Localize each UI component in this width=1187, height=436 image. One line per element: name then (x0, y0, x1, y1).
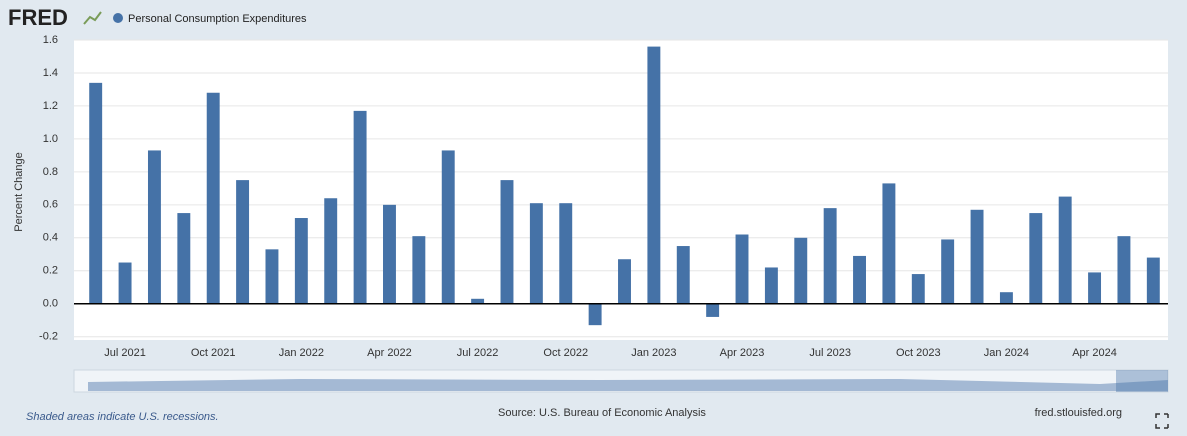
bar (236, 180, 250, 304)
bar (206, 92, 220, 304)
source: Source: U.S. Bureau of Economic Analysis (498, 407, 706, 419)
y-tick-label: 1.0 (43, 133, 58, 145)
bar (471, 298, 485, 304)
y-tick-label: 0.4 (43, 232, 58, 244)
bar (941, 239, 955, 304)
site: fred.stlouisfed.org (1035, 407, 1122, 419)
bar (500, 180, 514, 304)
bar (147, 150, 161, 304)
x-tick-label: Jul 2023 (809, 347, 851, 359)
logo: FRED (8, 5, 68, 30)
bar (618, 259, 631, 304)
bar (177, 213, 191, 304)
bar (1088, 272, 1102, 304)
y-tick-label: 0.2 (43, 265, 58, 277)
x-tick-label: Jul 2022 (457, 347, 499, 359)
bar (324, 198, 338, 304)
fullscreen-button[interactable] (1155, 413, 1169, 429)
logo-icon (83, 11, 102, 25)
bar (970, 209, 984, 304)
y-tick-label: 1.2 (43, 100, 58, 112)
x-tick-label: Apr 2023 (720, 347, 765, 359)
bar (118, 262, 132, 304)
x-tick-label: Oct 2022 (543, 347, 588, 359)
x-tick-label: Jan 2022 (279, 347, 324, 359)
bar (529, 203, 543, 304)
y-tick-label: 1.4 (43, 67, 58, 79)
y-tick-label: 0.6 (43, 199, 58, 211)
bar (89, 82, 103, 304)
bar (1058, 196, 1072, 304)
x-tick-label: Apr 2022 (367, 347, 412, 359)
y-axis-label: Percent Change (13, 152, 25, 232)
bar (559, 203, 573, 304)
bar (794, 237, 808, 304)
y-tick-label: 0.8 (43, 166, 58, 178)
x-tick-label: Jan 2024 (984, 347, 1029, 359)
navigator-series (88, 379, 1168, 391)
navigator-window (1116, 370, 1168, 392)
bar (353, 110, 367, 304)
bar (853, 255, 866, 304)
bar (882, 183, 896, 304)
bar (706, 303, 720, 317)
bar (676, 246, 690, 304)
bar (1117, 236, 1131, 304)
y-tick-label: 1.6 (43, 34, 58, 46)
y-tick-label: -0.2 (39, 331, 58, 343)
bar (764, 267, 778, 304)
bar (441, 150, 455, 304)
bar (735, 234, 749, 304)
legend-marker (113, 13, 123, 23)
bar (823, 208, 837, 304)
bar (383, 204, 396, 304)
bar (647, 46, 661, 304)
bar (265, 249, 279, 304)
bar (412, 236, 426, 304)
x-tick-label: Apr 2024 (1072, 347, 1117, 359)
x-tick-label: Jan 2023 (631, 347, 676, 359)
bar (911, 274, 925, 304)
bar (294, 218, 308, 304)
bar (1146, 257, 1160, 304)
x-tick-label: Oct 2021 (191, 347, 236, 359)
x-tick-label: Oct 2023 (896, 347, 941, 359)
recession-note: Shaded areas indicate U.S. recessions. (26, 411, 219, 423)
bar (588, 303, 602, 326)
bar (999, 292, 1013, 304)
x-tick-label: Jul 2021 (104, 347, 146, 359)
y-tick-label: 0.0 (43, 298, 58, 310)
legend-label: Personal Consumption Expenditures (128, 13, 307, 25)
bar (1029, 213, 1043, 304)
